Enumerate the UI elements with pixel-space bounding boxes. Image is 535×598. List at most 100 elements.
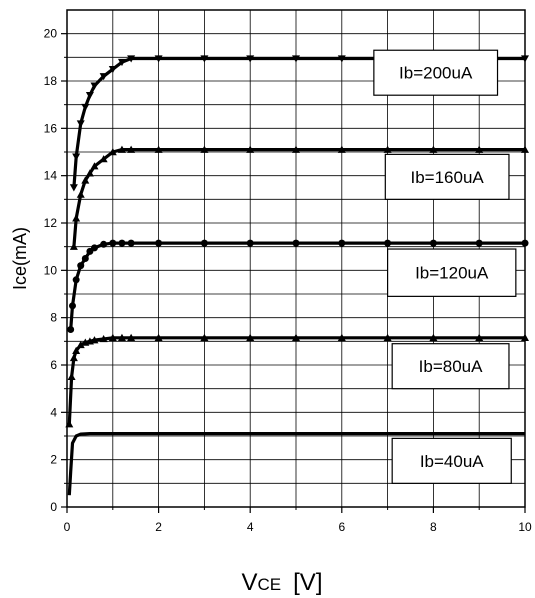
- y-tick-label: 20: [44, 27, 58, 41]
- x-tick-label: 4: [247, 520, 254, 534]
- point-ib-120ua: [127, 239, 135, 247]
- y-axis-title: Ice(mA): [10, 227, 30, 290]
- point-ib-200ua: [76, 120, 85, 128]
- point-ib-200ua: [99, 73, 108, 81]
- x-axis-title-sub: CE: [258, 575, 282, 594]
- point-ib-160ua: [383, 145, 392, 153]
- point-ib-160ua: [127, 145, 136, 153]
- legend-label-ib-160ua: Ib=160uA: [411, 168, 485, 187]
- legend-box-ib-160ua: [384, 153, 510, 200]
- point-ib-160ua: [90, 162, 99, 170]
- point-ib-80ua: [117, 333, 126, 341]
- ticks: 0 2 4 6 8 10 0 2 4 6 8 10 12 14 16 18 20: [44, 27, 532, 534]
- point-ib-80ua: [246, 333, 255, 341]
- point-ib-80ua: [90, 336, 99, 344]
- point-ib-200ua: [117, 58, 126, 67]
- point-ib-120ua: [475, 239, 483, 247]
- point-ib-200ua: [108, 65, 117, 74]
- point-ib-200ua: [127, 55, 136, 63]
- legend-label-ib-80ua: Ib=80uA: [419, 357, 483, 376]
- legend-box-ib-120ua: [387, 248, 517, 297]
- x-axis-title-unit: [V]: [293, 569, 322, 596]
- point-ib-160ua: [200, 145, 209, 153]
- point-ib-120ua: [109, 239, 117, 247]
- series-line-ib-40ua: [67, 432, 525, 496]
- point-ib-120ua: [90, 244, 98, 252]
- point-ib-200ua: [69, 184, 78, 192]
- point-ib-120ua: [77, 262, 85, 270]
- point-ib-80ua: [69, 353, 78, 362]
- y-tick-label: 4: [50, 405, 57, 419]
- y-tick-label: 18: [44, 74, 58, 88]
- point-ib-200ua: [154, 55, 163, 63]
- point-ib-200ua: [81, 103, 90, 112]
- y-tick-label: 2: [50, 453, 57, 467]
- point-ib-200ua: [292, 55, 300, 63]
- legend-label-ib-200ua: Ib=200uA: [399, 64, 473, 83]
- point-ib-120ua: [338, 239, 346, 247]
- legend-label-ib-120ua: Ib=120uA: [415, 264, 489, 283]
- point-ib-160ua: [99, 155, 108, 163]
- point-ib-160ua: [117, 145, 126, 153]
- y-tick-label: 8: [50, 311, 57, 325]
- x-tick-label: 2: [155, 520, 162, 534]
- x-tick-label: 8: [430, 520, 437, 534]
- point-ib-200ua: [90, 82, 99, 90]
- point-ib-120ua: [429, 239, 437, 247]
- point-ib-120ua: [200, 239, 208, 247]
- point-ib-200ua: [337, 55, 346, 63]
- point-ib-120ua: [81, 255, 89, 262]
- y-tick-label: 10: [44, 263, 58, 277]
- x-tick-label: 6: [338, 520, 345, 534]
- point-ib-160ua: [72, 214, 81, 222]
- point-ib-80ua: [127, 333, 136, 341]
- point-ib-80ua: [67, 372, 76, 381]
- y-tick-label: 14: [44, 169, 58, 183]
- point-ib-80ua: [76, 340, 85, 349]
- point-ib-80ua: [383, 333, 392, 341]
- x-tick-label: 0: [64, 520, 71, 534]
- legend-label-ib-40ua: Ib=40uA: [420, 452, 484, 471]
- point-ib-120ua: [246, 239, 254, 247]
- point-ib-80ua: [475, 333, 484, 341]
- point-ib-120ua: [384, 239, 392, 247]
- x-axis-title-main: V: [242, 569, 258, 596]
- point-ib-80ua: [200, 333, 209, 341]
- point-ib-120ua: [67, 326, 75, 333]
- point-ib-80ua: [108, 333, 117, 341]
- point-ib-160ua: [69, 242, 78, 250]
- point-ib-160ua: [85, 169, 94, 177]
- point-ib-120ua: [155, 239, 163, 247]
- point-ib-80ua: [154, 333, 163, 341]
- point-ib-160ua: [108, 148, 117, 156]
- point-ib-80ua: [99, 334, 108, 343]
- point-ib-160ua: [337, 145, 346, 153]
- point-ib-160ua: [246, 145, 255, 153]
- point-ib-120ua: [100, 240, 108, 248]
- y-tick-label: 6: [50, 358, 57, 372]
- point-ib-200ua: [246, 55, 255, 63]
- point-ib-80ua: [292, 333, 300, 341]
- point-ib-160ua: [292, 145, 300, 153]
- x-axis-title: VCE [V]: [242, 569, 323, 596]
- point-ib-160ua: [76, 190, 85, 198]
- legend-box-ib-80ua: [391, 343, 510, 390]
- x-tick-label: 10: [518, 520, 532, 534]
- point-ib-160ua: [429, 145, 438, 153]
- point-ib-200ua: [85, 92, 94, 100]
- y-tick-label: 12: [44, 216, 58, 230]
- legend: Ib=200uA Ib=160uA Ib=120uA Ib=80uA Ib=40uA: [373, 49, 517, 484]
- y-tick-label: 0: [50, 500, 57, 514]
- point-ib-120ua: [292, 239, 300, 247]
- point-ib-80ua: [429, 333, 438, 341]
- legend-box-ib-40ua: [391, 437, 512, 484]
- point-ib-120ua: [118, 239, 126, 247]
- point-ib-120ua: [68, 302, 76, 310]
- point-ib-200ua: [72, 153, 81, 161]
- legend-box-ib-200ua: [373, 49, 499, 96]
- point-ib-160ua: [81, 176, 90, 184]
- point-ib-120ua: [72, 276, 80, 284]
- point-ib-160ua: [154, 145, 163, 153]
- y-tick-label: 16: [44, 121, 58, 135]
